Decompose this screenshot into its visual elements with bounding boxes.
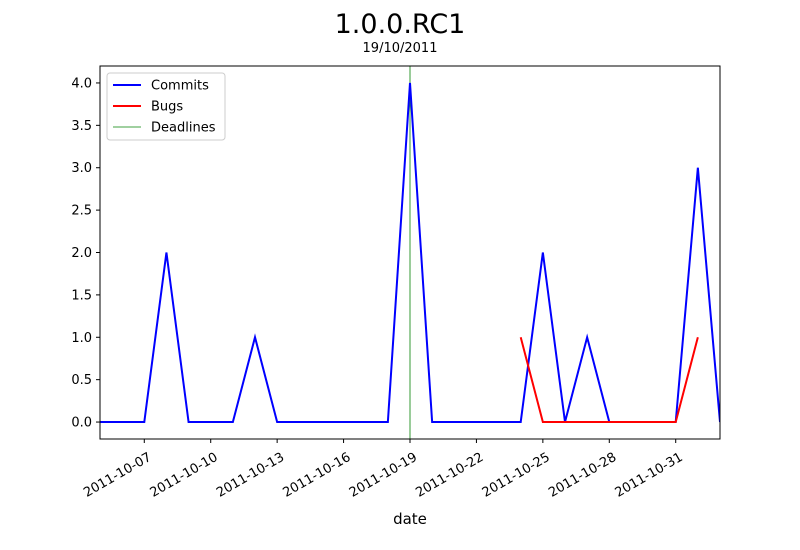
legend-label: Commits — [151, 79, 209, 94]
x-axis-label: date — [393, 510, 427, 528]
x-tick-label: 2011-10-19 — [347, 450, 420, 501]
legend: Commits Bugs Deadlines — [106, 72, 226, 141]
series-line-bugs — [519, 337, 699, 424]
x-tick-label: 2011-10-13 — [214, 450, 287, 501]
y-tick-label: 1.5 — [71, 288, 92, 303]
y-tick-label: 2.0 — [71, 246, 92, 261]
y-tick-label: 1.0 — [71, 331, 92, 346]
legend-label: Bugs — [151, 100, 183, 115]
y-tick-label: 4.0 — [71, 76, 92, 91]
y-tick-label: 0.0 — [71, 416, 92, 431]
x-tick-label: 2011-10-10 — [148, 450, 221, 501]
legend-label: Deadlines — [151, 121, 216, 136]
x-tick-label: 2011-10-25 — [480, 450, 553, 501]
x-tick-label: 2011-10-16 — [281, 450, 354, 501]
x-tick-label: 2011-10-22 — [413, 450, 486, 501]
y-tick-label: 2.5 — [71, 204, 92, 219]
x-tick-label: 2011-10-07 — [81, 450, 154, 501]
y-tick-label: 3.5 — [71, 119, 92, 134]
chart-title: 1.0.0.RC1 — [335, 9, 466, 40]
x-tick-label: 2011-10-31 — [613, 450, 686, 501]
y-tick-label: 3.0 — [71, 161, 92, 176]
legend-box — [106, 72, 226, 141]
plot-frame — [99, 65, 721, 440]
y-tick-label: 0.5 — [71, 373, 92, 388]
x-tick-label: 2011-10-28 — [546, 450, 619, 501]
chart-subtitle: 19/10/2011 — [363, 41, 438, 56]
